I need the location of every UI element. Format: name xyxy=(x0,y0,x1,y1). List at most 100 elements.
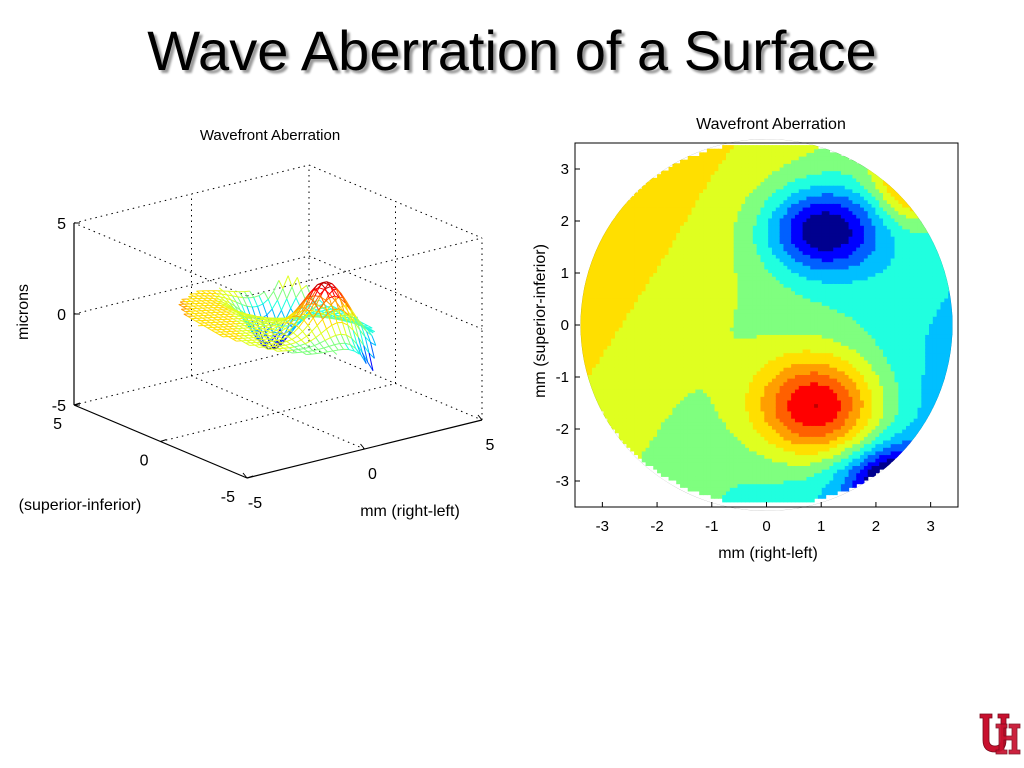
contour-cell xyxy=(699,305,704,310)
contour-cell xyxy=(737,458,742,463)
contour-cell xyxy=(703,381,708,386)
contour-cell xyxy=(729,239,735,244)
contour-cell xyxy=(680,348,685,354)
surface-mesh-line xyxy=(259,344,265,348)
surface-mesh-line xyxy=(315,296,321,305)
contour-cell xyxy=(630,378,635,383)
contour-cell xyxy=(630,196,635,201)
contour-cell xyxy=(741,359,746,365)
contour-cell xyxy=(630,308,635,314)
contour-cell xyxy=(745,181,750,186)
contour-cell xyxy=(614,429,620,434)
contour-cell xyxy=(634,432,639,437)
contour-cell xyxy=(680,323,685,328)
surface-mesh-line xyxy=(193,305,198,309)
surface-mesh-line xyxy=(277,288,284,301)
contour-cell xyxy=(710,287,716,292)
contour-cell xyxy=(722,239,727,244)
contour-cell xyxy=(718,461,723,466)
contour-cell xyxy=(691,421,696,426)
contour-cell xyxy=(710,410,716,416)
contour-cell xyxy=(726,483,731,488)
contour-cell xyxy=(637,287,643,292)
contour-cell xyxy=(649,374,654,379)
contour-cell xyxy=(591,268,597,274)
contour-cell xyxy=(741,338,746,343)
contour-cell xyxy=(634,203,639,208)
contour-cell xyxy=(591,359,597,365)
contour-cell xyxy=(741,447,746,452)
contour-cell xyxy=(699,490,704,496)
contour-cell xyxy=(641,250,647,255)
contour-cell xyxy=(653,396,658,401)
contour-cell xyxy=(607,319,612,325)
contour-cell xyxy=(649,421,654,426)
contour-cell xyxy=(706,396,712,401)
contour-cell xyxy=(729,338,735,343)
surface-mesh-line xyxy=(182,306,187,310)
contour-cell xyxy=(645,359,651,365)
contour-cell xyxy=(607,279,612,284)
contour-cell xyxy=(699,330,704,335)
contour-cell xyxy=(630,363,635,368)
contour-cell xyxy=(703,432,708,437)
contour-cell xyxy=(595,323,601,328)
contour-cell xyxy=(741,210,746,215)
contour-cell xyxy=(714,494,719,499)
surface-mesh-line xyxy=(245,342,250,346)
contour-cell xyxy=(722,206,727,212)
contour-cell xyxy=(691,458,696,463)
surface-mesh-line xyxy=(283,347,290,349)
surface-mesh-line xyxy=(249,290,255,298)
contour-cell xyxy=(626,403,631,408)
contour-cell xyxy=(664,403,670,408)
surface-mesh-line xyxy=(240,323,245,327)
contour-cell xyxy=(683,163,689,168)
surface-mesh-line xyxy=(253,327,259,331)
contour-cell xyxy=(745,487,750,492)
contour-cell xyxy=(748,196,754,201)
surface-mesh-line xyxy=(270,343,275,347)
contour-cell xyxy=(722,228,727,234)
contour-cell xyxy=(672,465,677,470)
contour-cell xyxy=(706,392,712,397)
contour-cell xyxy=(611,396,616,401)
surface-mesh-line xyxy=(314,294,321,303)
contour-cell xyxy=(614,392,620,397)
contour-cell xyxy=(641,454,647,459)
surface-mesh-line xyxy=(225,305,230,309)
surface-mesh-line xyxy=(207,297,213,302)
contour-cell xyxy=(626,392,631,397)
contour-cell xyxy=(645,301,651,306)
surface-mesh-line xyxy=(307,317,314,326)
surface-mesh-line xyxy=(340,334,346,344)
contour-cell xyxy=(729,159,735,164)
contour-cell xyxy=(680,254,685,259)
surface-mesh-line xyxy=(229,323,235,327)
contour-cell xyxy=(752,243,758,248)
surface-mesh-line xyxy=(217,326,223,330)
contour-cell xyxy=(733,479,739,485)
contour-cell xyxy=(745,290,750,295)
contour-cell xyxy=(726,148,731,153)
contour-cell xyxy=(745,312,750,317)
contour-cell xyxy=(741,334,746,339)
contour-cell xyxy=(653,330,658,335)
contour-cell xyxy=(657,257,662,263)
contour-cell xyxy=(668,327,673,332)
contour-cell xyxy=(687,323,693,328)
contour-cell xyxy=(752,374,758,379)
contour-cell xyxy=(683,421,689,426)
contour-cell xyxy=(626,214,631,219)
contour-cell xyxy=(748,334,754,339)
contour-cell xyxy=(748,345,754,350)
contour-cell xyxy=(745,257,750,263)
contour-cell xyxy=(687,279,693,284)
contour-cell xyxy=(657,429,662,434)
contour-cell xyxy=(718,236,723,241)
contour-cell xyxy=(637,316,643,321)
contour-cell xyxy=(703,203,708,208)
contour-cell xyxy=(714,177,719,183)
contour-cell xyxy=(745,359,750,365)
contour-cell xyxy=(672,319,677,325)
